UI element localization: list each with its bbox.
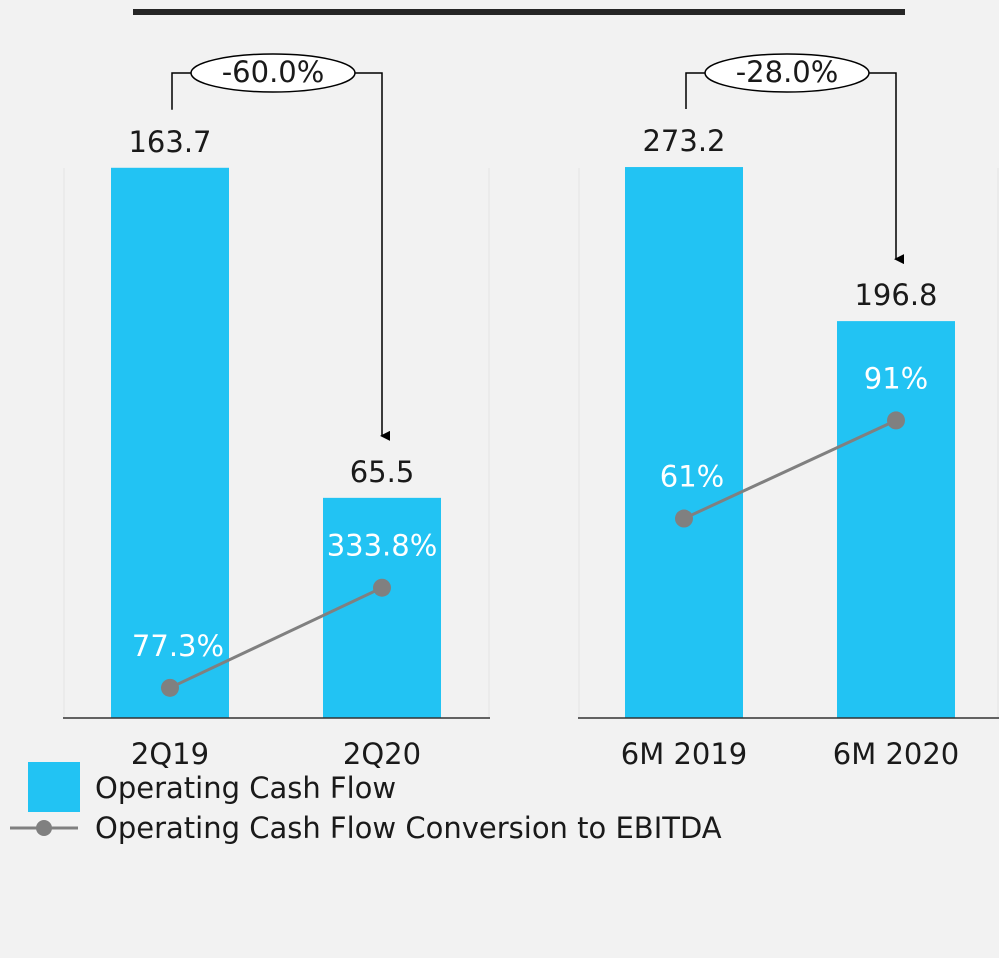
x-tick-label: 2Q19 xyxy=(131,737,209,771)
line-point xyxy=(161,678,179,697)
bracket-arrow xyxy=(869,72,904,265)
bracket-arrow xyxy=(355,72,390,441)
line xyxy=(683,419,897,520)
x-tick-label: 6M 2020 xyxy=(833,737,960,771)
line-point xyxy=(887,411,905,430)
legend-swatch xyxy=(28,762,80,812)
legend-marker xyxy=(36,820,52,836)
line-point xyxy=(675,509,693,528)
annotation: -28.0% xyxy=(736,55,839,89)
bar-value-label: 65.5 xyxy=(350,455,415,489)
line-point xyxy=(373,578,391,597)
line-value-label: 91% xyxy=(864,361,928,395)
line-value-label: 333.8% xyxy=(327,529,438,563)
line xyxy=(169,586,383,690)
bar xyxy=(625,167,743,719)
bar xyxy=(837,321,955,718)
bar-value-label: 273.2 xyxy=(642,124,725,158)
legend-label: Operating Cash Flow Conversion to EBITDA xyxy=(95,811,722,845)
annotation-oval xyxy=(704,53,870,93)
x-tick-label: 6M 2019 xyxy=(621,737,748,771)
bracket xyxy=(685,72,705,110)
bar-value-label: 163.7 xyxy=(128,125,211,159)
bracket xyxy=(171,72,191,110)
line-value-label: 77.3% xyxy=(132,629,224,663)
line-value-label: 61% xyxy=(660,460,724,494)
x-tick-label: 2Q20 xyxy=(343,737,421,771)
bar-value-label: 196.8 xyxy=(854,278,937,312)
legend-label: Operating Cash Flow xyxy=(95,771,396,805)
annotation: -60.0% xyxy=(222,55,325,89)
bar xyxy=(111,167,229,718)
annotation-oval xyxy=(190,53,356,93)
